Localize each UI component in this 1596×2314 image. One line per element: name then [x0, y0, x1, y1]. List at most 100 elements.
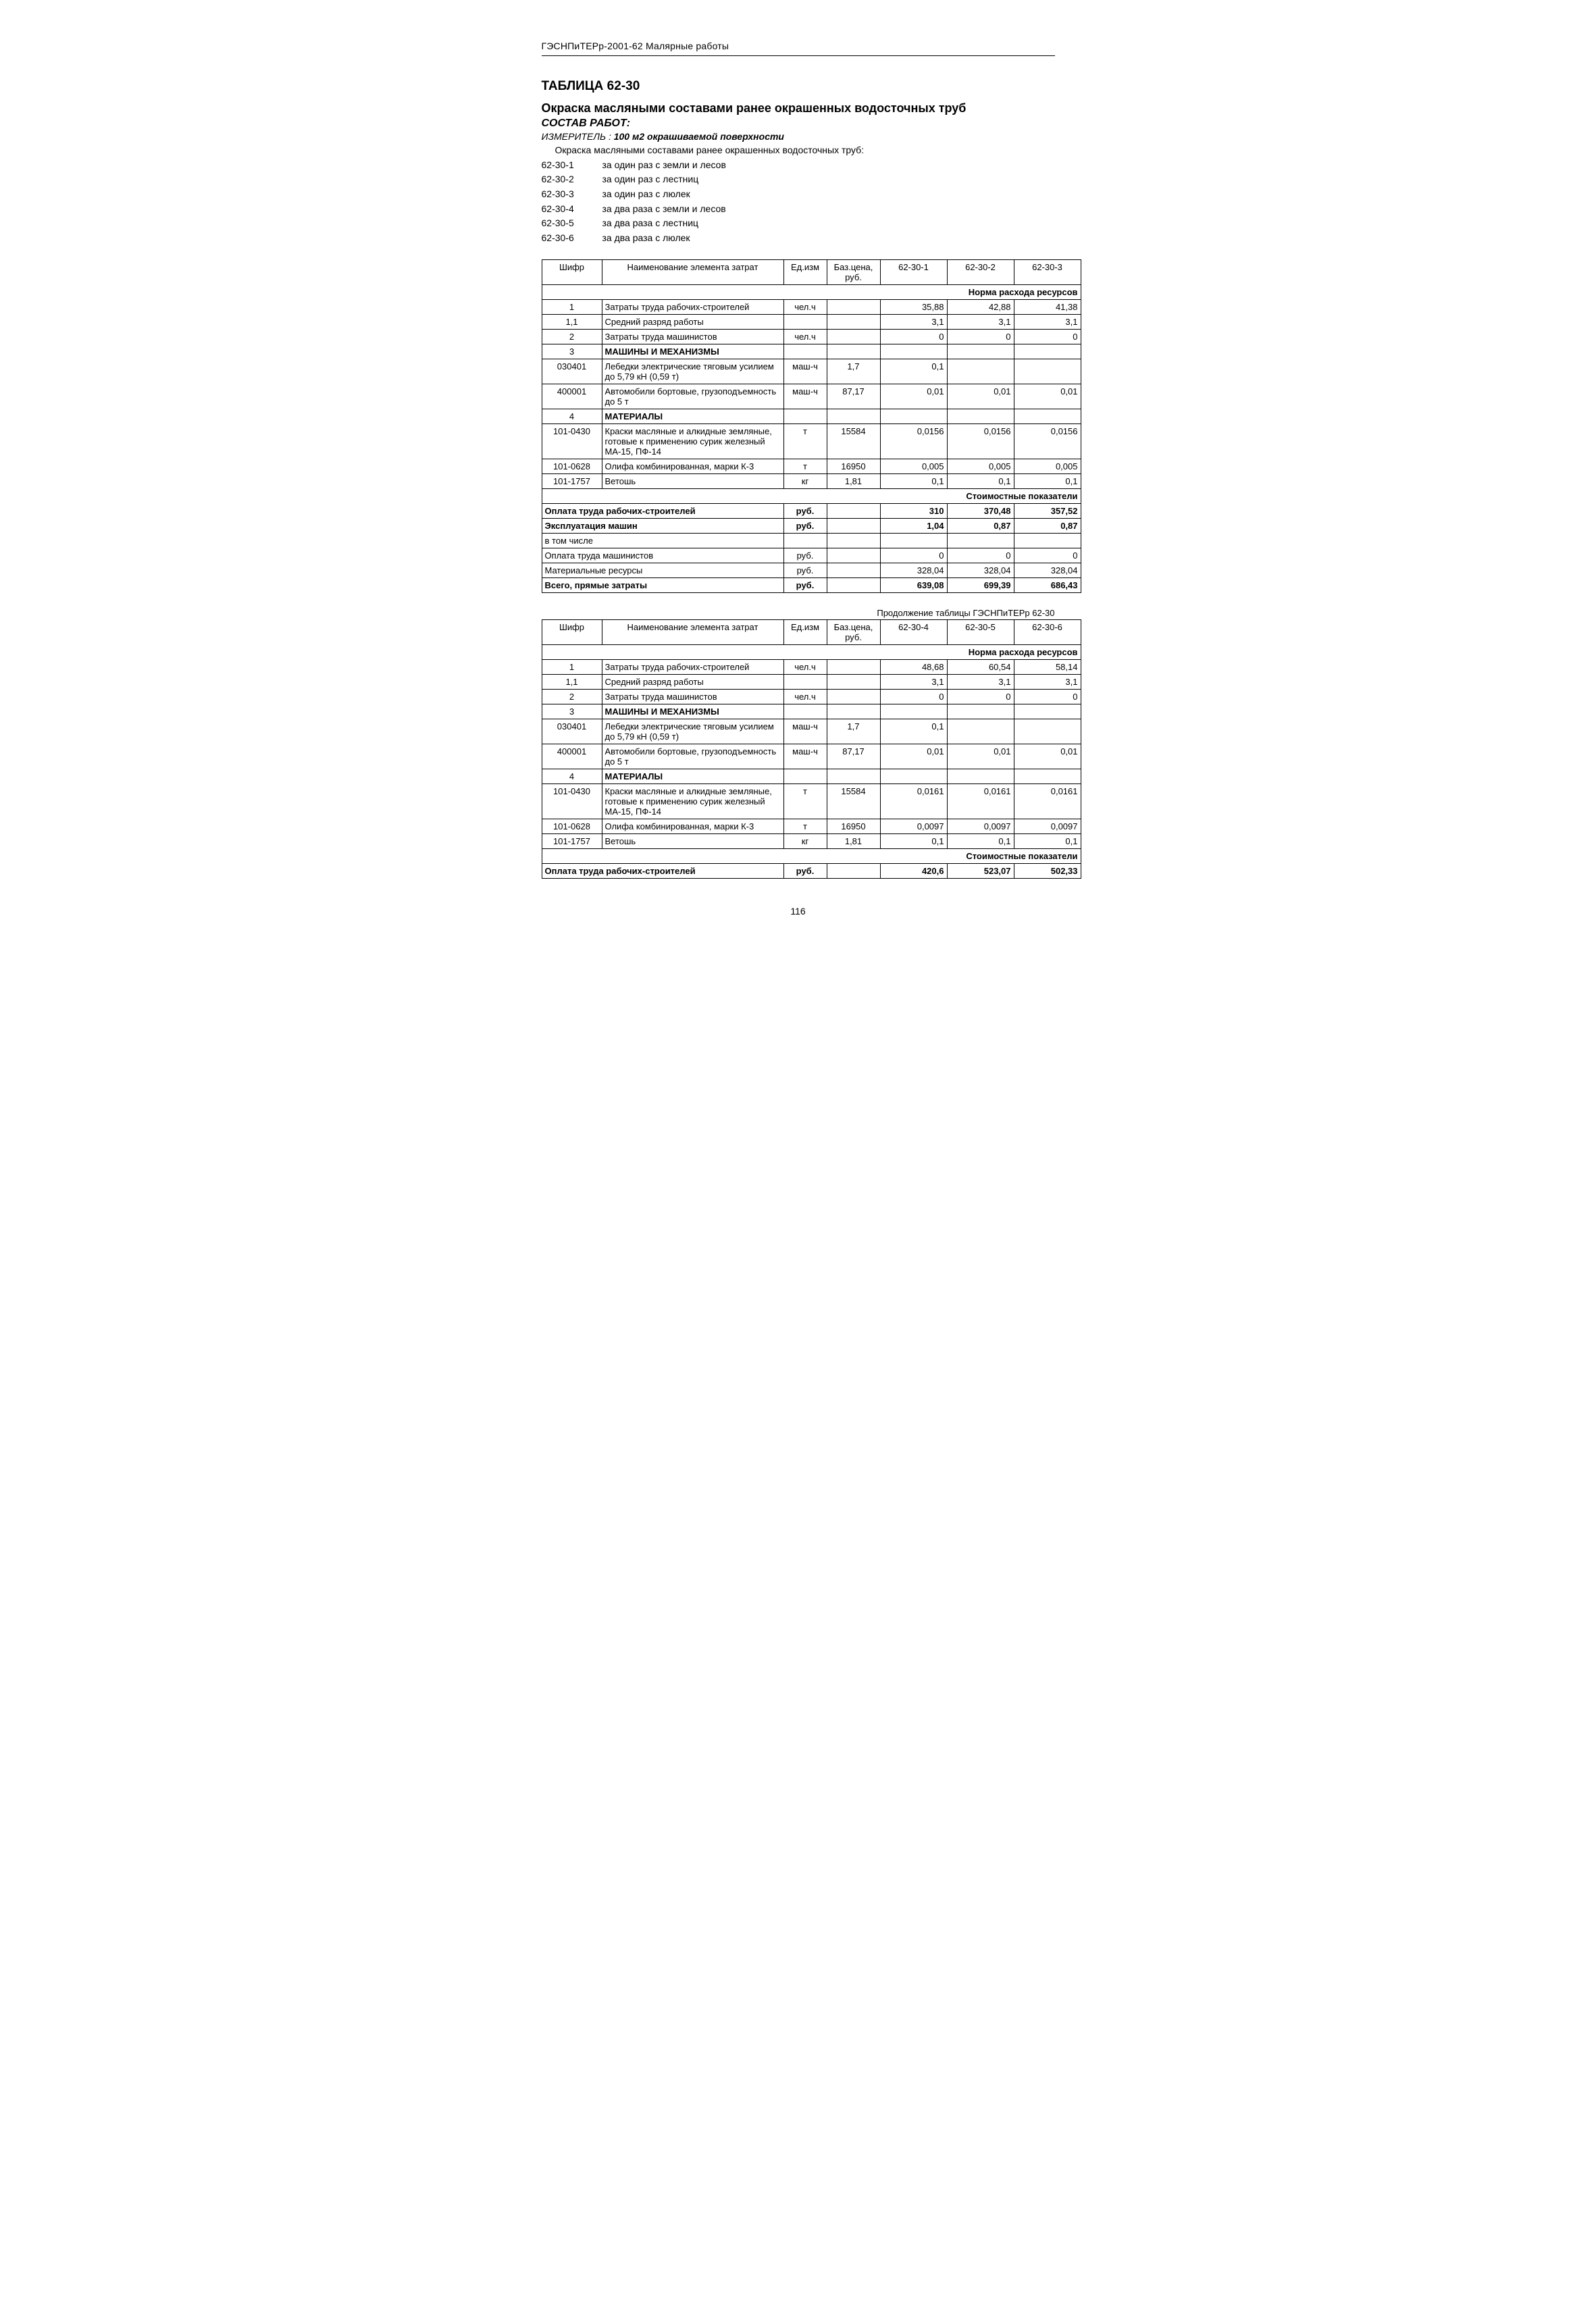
data-table-2: ШифрНаименование элемента затратЕд.измБа…	[542, 619, 1081, 879]
cell: 310	[880, 503, 947, 518]
section-header-costs: Стоимостные показатели	[542, 848, 1081, 863]
table-row: 2Затраты труда машинистовчел.ч000	[542, 329, 1081, 344]
variant-row: 62-30-5за два раза с лестниц	[542, 216, 1055, 231]
cell: т	[783, 459, 827, 473]
cell: 0,0156	[880, 423, 947, 459]
column-header: Ед.изм	[783, 619, 827, 644]
cell: маш-ч	[783, 744, 827, 769]
cell: 101-0430	[542, 783, 602, 819]
cell: 0,87	[1014, 518, 1081, 533]
table-number: ТАБЛИЦА 62-30	[542, 79, 1055, 94]
cell: 0,01	[1014, 384, 1081, 409]
cell: 030401	[542, 719, 602, 744]
variant-text: за два раза с лестниц	[602, 216, 1055, 231]
variant-code: 62-30-6	[542, 231, 602, 246]
cell: 3,1	[1014, 314, 1081, 329]
cell: 3,1	[1014, 674, 1081, 689]
cell: 15584	[827, 783, 880, 819]
cell: руб.	[783, 863, 827, 878]
cell: 101-1757	[542, 473, 602, 488]
cell: Затраты труда рабочих-строителей	[602, 299, 783, 314]
cell: 16950	[827, 459, 880, 473]
cell: 101-1757	[542, 833, 602, 848]
column-header: 62-30-6	[1014, 619, 1081, 644]
variant-text: за два раза с земли и лесов	[602, 202, 1055, 217]
table-row: 101-1757Ветошькг1,810,10,10,1	[542, 833, 1081, 848]
cell: МАТЕРИАЛЫ	[602, 769, 783, 783]
table-row: 101-0430Краски масляные и алкидные земля…	[542, 423, 1081, 459]
cell	[783, 533, 827, 548]
cell: т	[783, 423, 827, 459]
cell: 0	[947, 689, 1014, 704]
variant-row: 62-30-4за два раза с земли и лесов	[542, 202, 1055, 217]
cell: 0,0097	[880, 819, 947, 833]
cell	[827, 299, 880, 314]
variant-row: 62-30-2за один раз с лестниц	[542, 172, 1055, 187]
cell: 0,005	[1014, 459, 1081, 473]
cell: 0,1	[1014, 833, 1081, 848]
table-row: 101-1757Ветошькг1,810,10,10,1	[542, 473, 1081, 488]
cell: руб.	[783, 548, 827, 563]
cell: 0,1	[880, 359, 947, 384]
cell	[783, 674, 827, 689]
cell: 400001	[542, 744, 602, 769]
variant-code: 62-30-3	[542, 187, 602, 202]
cell	[783, 769, 827, 783]
cell: Средний разряд работы	[602, 314, 783, 329]
cell: руб.	[783, 563, 827, 577]
column-header: 62-30-2	[947, 259, 1014, 284]
variant-row: 62-30-1за один раз с земли и лесов	[542, 158, 1055, 173]
variant-row: 62-30-3за один раз с люлек	[542, 187, 1055, 202]
variant-text: за два раза с люлек	[602, 231, 1055, 246]
cell: 030401	[542, 359, 602, 384]
table-row: 101-0628Олифа комбинированная, марки К-3…	[542, 459, 1081, 473]
cell	[1014, 409, 1081, 423]
cell: 3	[542, 344, 602, 359]
table-title: Окраска масляными составами ранее окраше…	[542, 101, 1055, 116]
cell	[783, 704, 827, 719]
cell	[947, 719, 1014, 744]
cell: 1,81	[827, 833, 880, 848]
cell: 0,01	[1014, 744, 1081, 769]
table-row: Оплата труда рабочих-строителейруб.31037…	[542, 503, 1081, 518]
cell	[1014, 344, 1081, 359]
cell	[827, 314, 880, 329]
cell: 1	[542, 659, 602, 674]
table-row: 1,1Средний разряд работы3,13,13,1	[542, 674, 1081, 689]
cell: 1,04	[880, 518, 947, 533]
cell: 0,1	[880, 719, 947, 744]
variant-code: 62-30-1	[542, 158, 602, 173]
cell	[947, 344, 1014, 359]
cell: руб.	[783, 518, 827, 533]
table-row: 3МАШИНЫ И МЕХАНИЗМЫ	[542, 704, 1081, 719]
cell: 58,14	[1014, 659, 1081, 674]
cell: 1,81	[827, 473, 880, 488]
cell: Оплата труда рабочих-строителей	[542, 503, 783, 518]
cell	[827, 704, 880, 719]
cell: 0,01	[947, 744, 1014, 769]
cell	[783, 344, 827, 359]
cell: 0	[880, 329, 947, 344]
table-row: 3МАШИНЫ И МЕХАНИЗМЫ	[542, 344, 1081, 359]
cell: 0,1	[880, 473, 947, 488]
cell: Краски масляные и алкидные земляные, гот…	[602, 783, 783, 819]
cell: Материальные ресурсы	[542, 563, 783, 577]
section-header-costs: Стоимостные показатели	[542, 488, 1081, 503]
cell	[827, 518, 880, 533]
cell: руб.	[783, 577, 827, 592]
document-page: ГЭСНПиТЕРр-2001-62 Малярные работы ТАБЛИ…	[494, 0, 1102, 944]
cell: 328,04	[880, 563, 947, 577]
cell: Эксплуатация машин	[542, 518, 783, 533]
cell	[947, 533, 1014, 548]
measure-value: 100 м2 окрашиваемой поверхности	[614, 131, 784, 142]
cell: 0,0097	[947, 819, 1014, 833]
cell: 42,88	[947, 299, 1014, 314]
cell: 15584	[827, 423, 880, 459]
cell: 0,005	[880, 459, 947, 473]
cell: 0,1	[880, 833, 947, 848]
cell: маш-ч	[783, 384, 827, 409]
table-row: 101-0430Краски масляные и алкидные земля…	[542, 783, 1081, 819]
cell: 3,1	[880, 674, 947, 689]
cell: Автомобили бортовые, грузоподъемность до…	[602, 384, 783, 409]
cell: 101-0628	[542, 459, 602, 473]
